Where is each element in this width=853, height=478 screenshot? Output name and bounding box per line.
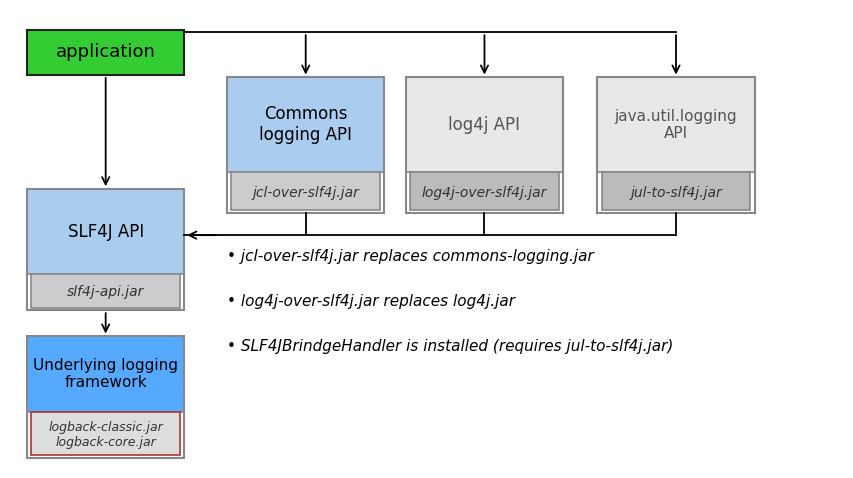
Text: log4j API: log4j API xyxy=(448,116,519,134)
Bar xyxy=(596,77,754,213)
Text: • log4j-over-slf4j.jar replaces log4j.jar: • log4j-over-slf4j.jar replaces log4j.ja… xyxy=(227,293,514,309)
Bar xyxy=(27,189,184,274)
Text: jul-to-slf4j.jar: jul-to-slf4j.jar xyxy=(630,185,721,199)
Text: • SLF4JBrindgeHandler is installed (requires jul-to-slf4j.jar): • SLF4JBrindgeHandler is installed (requ… xyxy=(227,339,672,354)
Bar xyxy=(409,172,558,210)
Text: • jcl-over-slf4j.jar replaces commons-logging.jar: • jcl-over-slf4j.jar replaces commons-lo… xyxy=(227,249,593,263)
Bar xyxy=(27,337,184,457)
Bar xyxy=(405,77,562,213)
Text: slf4j-api.jar: slf4j-api.jar xyxy=(67,285,144,299)
Text: SLF4J API: SLF4J API xyxy=(67,223,143,240)
Text: Commons
logging API: Commons logging API xyxy=(259,106,351,144)
Bar xyxy=(231,172,380,210)
Bar xyxy=(227,77,384,172)
Bar xyxy=(27,30,184,75)
Bar xyxy=(601,172,750,210)
Text: application: application xyxy=(55,43,155,62)
Bar xyxy=(27,189,184,310)
Bar xyxy=(596,77,754,172)
Bar xyxy=(27,337,184,412)
Bar xyxy=(32,274,180,308)
Bar xyxy=(32,412,180,455)
Text: java.util.logging
API: java.util.logging API xyxy=(614,109,736,141)
Text: jcl-over-slf4j.jar: jcl-over-slf4j.jar xyxy=(252,185,359,199)
Text: logback-classic.jar
logback-core.jar: logback-classic.jar logback-core.jar xyxy=(49,421,163,448)
Text: log4j-over-slf4j.jar: log4j-over-slf4j.jar xyxy=(421,185,547,199)
Bar xyxy=(227,77,384,213)
Bar xyxy=(405,77,562,172)
Text: Underlying logging
framework: Underlying logging framework xyxy=(33,358,178,390)
